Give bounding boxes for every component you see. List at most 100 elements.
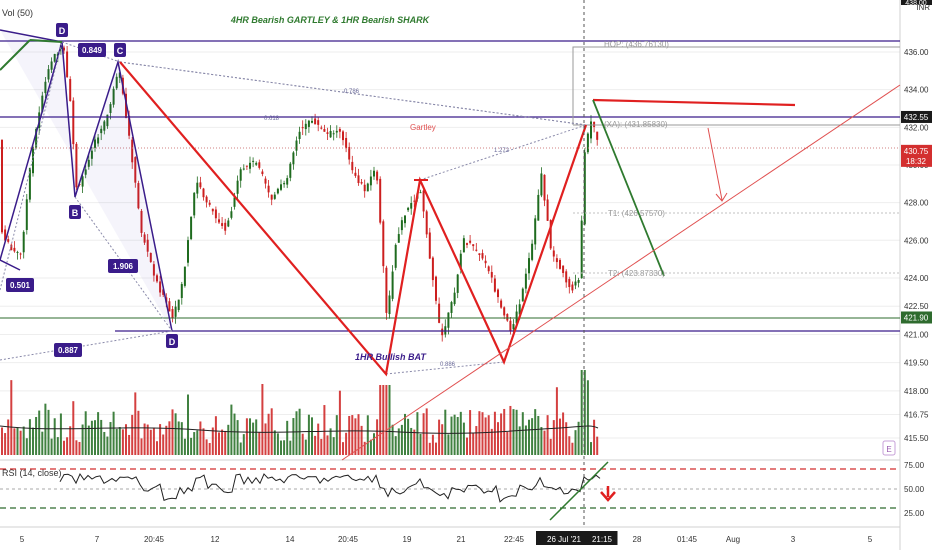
candle-body <box>447 312 450 328</box>
candle-body <box>252 160 255 162</box>
candle-body <box>351 161 354 171</box>
volume-bar <box>506 432 509 455</box>
volume-bar <box>258 432 261 455</box>
volume-bar <box>366 415 369 455</box>
volume-bar <box>419 433 422 455</box>
time-tick-label: Aug <box>726 535 740 544</box>
volume-bar <box>273 430 276 455</box>
volume-bar <box>112 411 115 455</box>
rsi-label: RSI (14, close) <box>2 468 62 478</box>
volume-bar <box>134 392 137 455</box>
volume-bar <box>149 429 152 455</box>
candle-body <box>69 79 72 102</box>
volume-bar <box>363 441 366 455</box>
volume-bar <box>413 429 416 455</box>
candle-body <box>53 53 56 62</box>
candle-body <box>515 311 518 324</box>
candle-body <box>338 128 341 132</box>
volume-bar <box>168 421 171 455</box>
volume-bar <box>586 380 589 455</box>
volume-bar <box>301 433 304 455</box>
candle-body <box>183 266 186 286</box>
time-axis[interactable]: 5 7 20:45 12 14 20:45 19 21 22:45 26 Jul '21 21:15… <box>20 531 873 545</box>
time-tick-label: 26 Jul '21 <box>536 531 592 545</box>
candle-body <box>109 104 112 114</box>
volume-bar <box>385 385 388 455</box>
candle-body <box>382 221 385 267</box>
candle-body <box>199 182 202 188</box>
volume-bar <box>354 418 357 455</box>
volume-bar <box>348 415 351 455</box>
volume-bar <box>518 426 521 455</box>
volume-bar <box>81 424 84 455</box>
candle-body <box>28 167 31 200</box>
volume-bar <box>162 434 165 455</box>
candle-body <box>311 120 313 123</box>
candle-body <box>50 61 53 70</box>
volume-bar <box>165 425 168 455</box>
candle-body <box>593 121 596 128</box>
event-badge[interactable]: E <box>882 440 896 456</box>
red-pattern-legs <box>119 61 588 377</box>
volume-bar <box>59 413 62 455</box>
ratio-box-0501: 0.501 <box>6 278 34 292</box>
volume-bar <box>345 432 348 455</box>
volume-bar <box>562 412 565 455</box>
volume-bar <box>342 442 344 455</box>
candle-body <box>304 123 307 130</box>
volume-bar <box>100 419 103 455</box>
volume-ma-line <box>0 425 599 434</box>
volume-bar <box>583 370 586 455</box>
price-tick-label: 436.00 <box>904 48 929 57</box>
volume-bar <box>118 427 121 455</box>
candle-body <box>84 169 87 175</box>
volume-bar <box>183 438 186 455</box>
candle-body <box>242 168 245 170</box>
candle-body <box>509 320 512 331</box>
volume-bar <box>22 426 25 455</box>
svg-text:0.887: 0.887 <box>58 346 79 355</box>
volume-bar <box>447 434 450 455</box>
volume-bar <box>462 422 465 455</box>
candle-body <box>286 178 289 185</box>
candles <box>1 40 599 342</box>
volume-bar <box>521 412 524 455</box>
volume-bar <box>78 441 81 455</box>
svg-text:28: 28 <box>633 535 642 544</box>
candle-body <box>565 271 568 283</box>
candle-body <box>469 240 472 243</box>
candle-body <box>47 69 50 80</box>
candle-body <box>314 118 317 125</box>
candle-body <box>35 129 38 148</box>
volume-bar <box>180 422 183 455</box>
svg-text:20:45: 20:45 <box>338 535 359 544</box>
candle-body <box>583 152 586 225</box>
candle-body <box>329 130 332 138</box>
candle-body <box>131 139 134 163</box>
price-tick-label: 418.00 <box>904 387 929 396</box>
candle-body <box>528 258 530 274</box>
volume-bar <box>431 434 434 455</box>
candle-body <box>239 169 242 181</box>
candle-body <box>521 288 524 302</box>
volume-bar <box>214 416 217 455</box>
candle-body <box>214 209 217 219</box>
volume-bar <box>509 405 512 455</box>
volume-bar <box>131 414 134 455</box>
candle-body <box>134 157 137 183</box>
candle-body <box>273 194 276 199</box>
candle-body <box>162 289 165 295</box>
candle-body <box>233 197 236 207</box>
candle-body <box>462 238 465 253</box>
candle-body <box>335 130 338 133</box>
volume-bar <box>292 418 295 455</box>
candle-body <box>546 199 549 221</box>
candle-body <box>363 184 366 192</box>
candle-body <box>360 182 363 184</box>
price-badge: 432.55 <box>901 110 932 123</box>
top-price-badge <box>901 0 932 5</box>
price-axis[interactable]: 436.00434.00432.00430.00428.00426.00424.… <box>904 48 929 443</box>
candle-body <box>571 284 574 291</box>
candle-body <box>159 281 162 293</box>
